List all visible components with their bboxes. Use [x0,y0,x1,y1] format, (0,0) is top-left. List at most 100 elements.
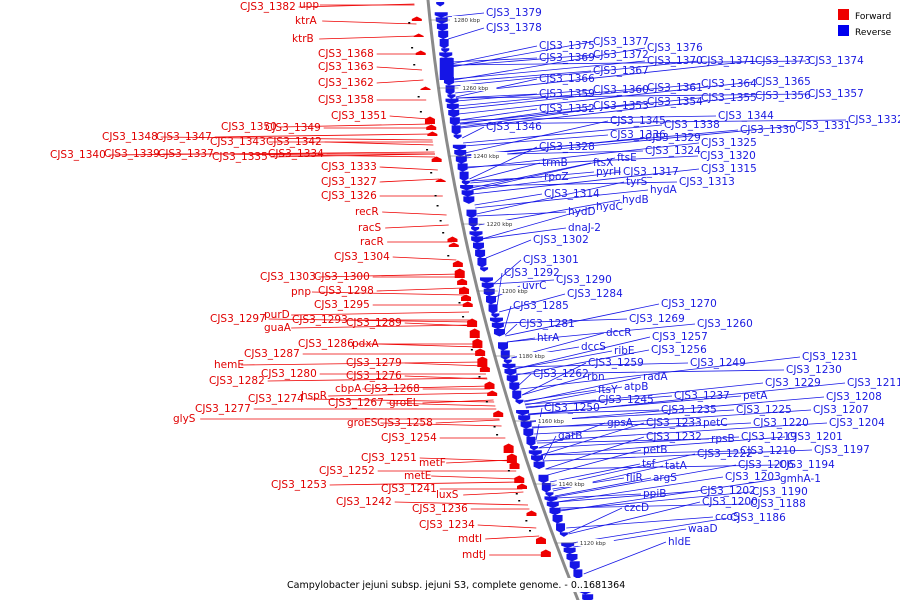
marker [470,349,473,351]
forward-gene-label: CJS3_1258 [377,417,433,429]
forward-connector [376,66,423,71]
reverse-connector [531,422,702,428]
forward-gene-label: CJS3_1382 [240,1,296,13]
reverse-gene-feature [538,474,549,484]
tick-label: 1260 kbp [462,86,488,92]
tick-label-bg [471,152,508,159]
reverse-gene-label: CJS3_1372 [593,49,649,61]
reverse-connector [525,395,673,408]
forward-gene-feature [506,453,517,463]
forward-connector [435,419,500,424]
reverse-gene-label: CJS3_1210 [740,445,796,457]
reverse-gene-label: CJS3_1344 [718,110,774,122]
reverse-connector [496,272,503,306]
reverse-gene-feature [518,415,531,422]
reverse-gene-label: rpoZ [544,171,569,183]
forward-connector [291,324,473,329]
reverse-gene-feature [457,163,468,172]
reverse-gene-label: CJS3_1366 [539,73,595,85]
reverse-connector [459,119,847,125]
forward-gene-label: CJS3_1368 [318,48,374,60]
forward-gene-label: CJS3_1327 [321,176,377,188]
reverse-connector [448,27,485,40]
reverse-gene-label: CJS3_1256 [651,344,707,356]
reverse-gene-label: CJS3_1281 [519,318,575,330]
reverse-gene-label: atpB [624,381,648,393]
caption-background [283,578,619,592]
reverse-connector [559,503,749,509]
forward-gene-feature [452,260,463,267]
reverse-gene-label: htrA [537,332,560,344]
reverse-connector [534,422,752,435]
reverse-gene-feature [453,134,462,140]
reverse-gene-label: CJS3_1357 [808,88,864,100]
forward-gene-label: CJS3_1351 [331,110,387,122]
reverse-gene-label: CJS3_1203 [725,471,781,483]
forward-gene-label: CJS3_1282 [209,375,265,387]
forward-gene-feature [431,156,442,162]
reverse-gene-feature [506,375,518,383]
forward-connector [216,153,436,158]
genome-backbone [426,0,580,600]
reverse-gene-feature [471,236,484,243]
forward-gene-label: CJS3_1236 [412,503,468,515]
reverse-gene-label: dccS [581,341,606,353]
reverse-connector [555,464,737,498]
reverse-gene-label: czcD [624,502,649,514]
reverse-gene-label: CJS3_1377 [593,36,649,48]
reverse-gene-label: CJS3_1365 [755,76,811,88]
reverse-gene-label: CJS3_1371 [700,55,756,67]
tick-label-bg [499,287,536,294]
reverse-connector [456,89,592,102]
forward-gene-label: CJS3_1335 [212,151,268,163]
reverse-connector [540,422,645,456]
reverse-connector [481,227,567,240]
forward-connector [241,361,483,366]
forward-gene-feature [413,33,424,37]
reverse-gene-label: CJS3_1188 [750,498,806,510]
reverse-gene-label: CJS3_1202 [700,485,756,497]
forward-gene-label: CJS3_1363 [318,61,374,73]
reverse-gene-feature [559,532,568,537]
reverse-gene-label: CJS3_1324 [645,145,701,157]
forward-gene-label: CJS3_1276 [346,370,402,382]
kbp-ticks: 1280 kbp 1260 kbp 1240 kbp 1220 kbp 1200 kbp… [430,16,614,547]
reverse-gene-feature [445,98,459,105]
reverse-connector [454,60,699,87]
reverse-connector [516,349,650,376]
reverse-connector [470,171,595,184]
marker [515,493,518,495]
reverse-gene-label: CJS3_1206 [738,459,794,471]
reverse-gene-feature [475,249,486,259]
reverse-gene-feature [556,523,566,533]
forward-connector [160,136,433,141]
reverse-gene-feature [480,267,489,272]
reverse-connector [555,493,642,499]
reverse-gene-label: CJS3_1317 [623,166,679,178]
reverse-gene-feature [515,399,524,405]
reverse-connector [514,336,651,370]
reverse-gene-feature [516,410,530,416]
reverse-gene-feature [483,288,495,297]
reverse-connector [571,517,729,544]
marker [419,111,422,113]
forward-gene-label: metE [404,470,431,482]
reverse-connector [453,60,646,80]
reverse-gene-feature [454,150,467,157]
forward-connector [268,318,472,323]
forward-connector [386,402,496,407]
forward-gene-label: CJS3_1303 [260,271,316,283]
forward-gene-feature [472,338,483,348]
reverse-gene-feature [502,363,516,370]
reverse-connector [459,108,538,121]
forward-gene-label: purD [264,309,290,321]
reverse-gene-label: CJS3_1374 [808,55,864,67]
marker [430,172,433,174]
forward-connector [485,535,540,540]
marker [493,426,496,428]
reverse-gene-feature [503,359,512,365]
label-connector-lines [108,3,847,575]
reverse-gene-feature [533,461,545,470]
reverse-gene-label: CJS3_1315 [701,163,757,175]
reverse-gene-label: CJS3_1359 [539,88,595,100]
